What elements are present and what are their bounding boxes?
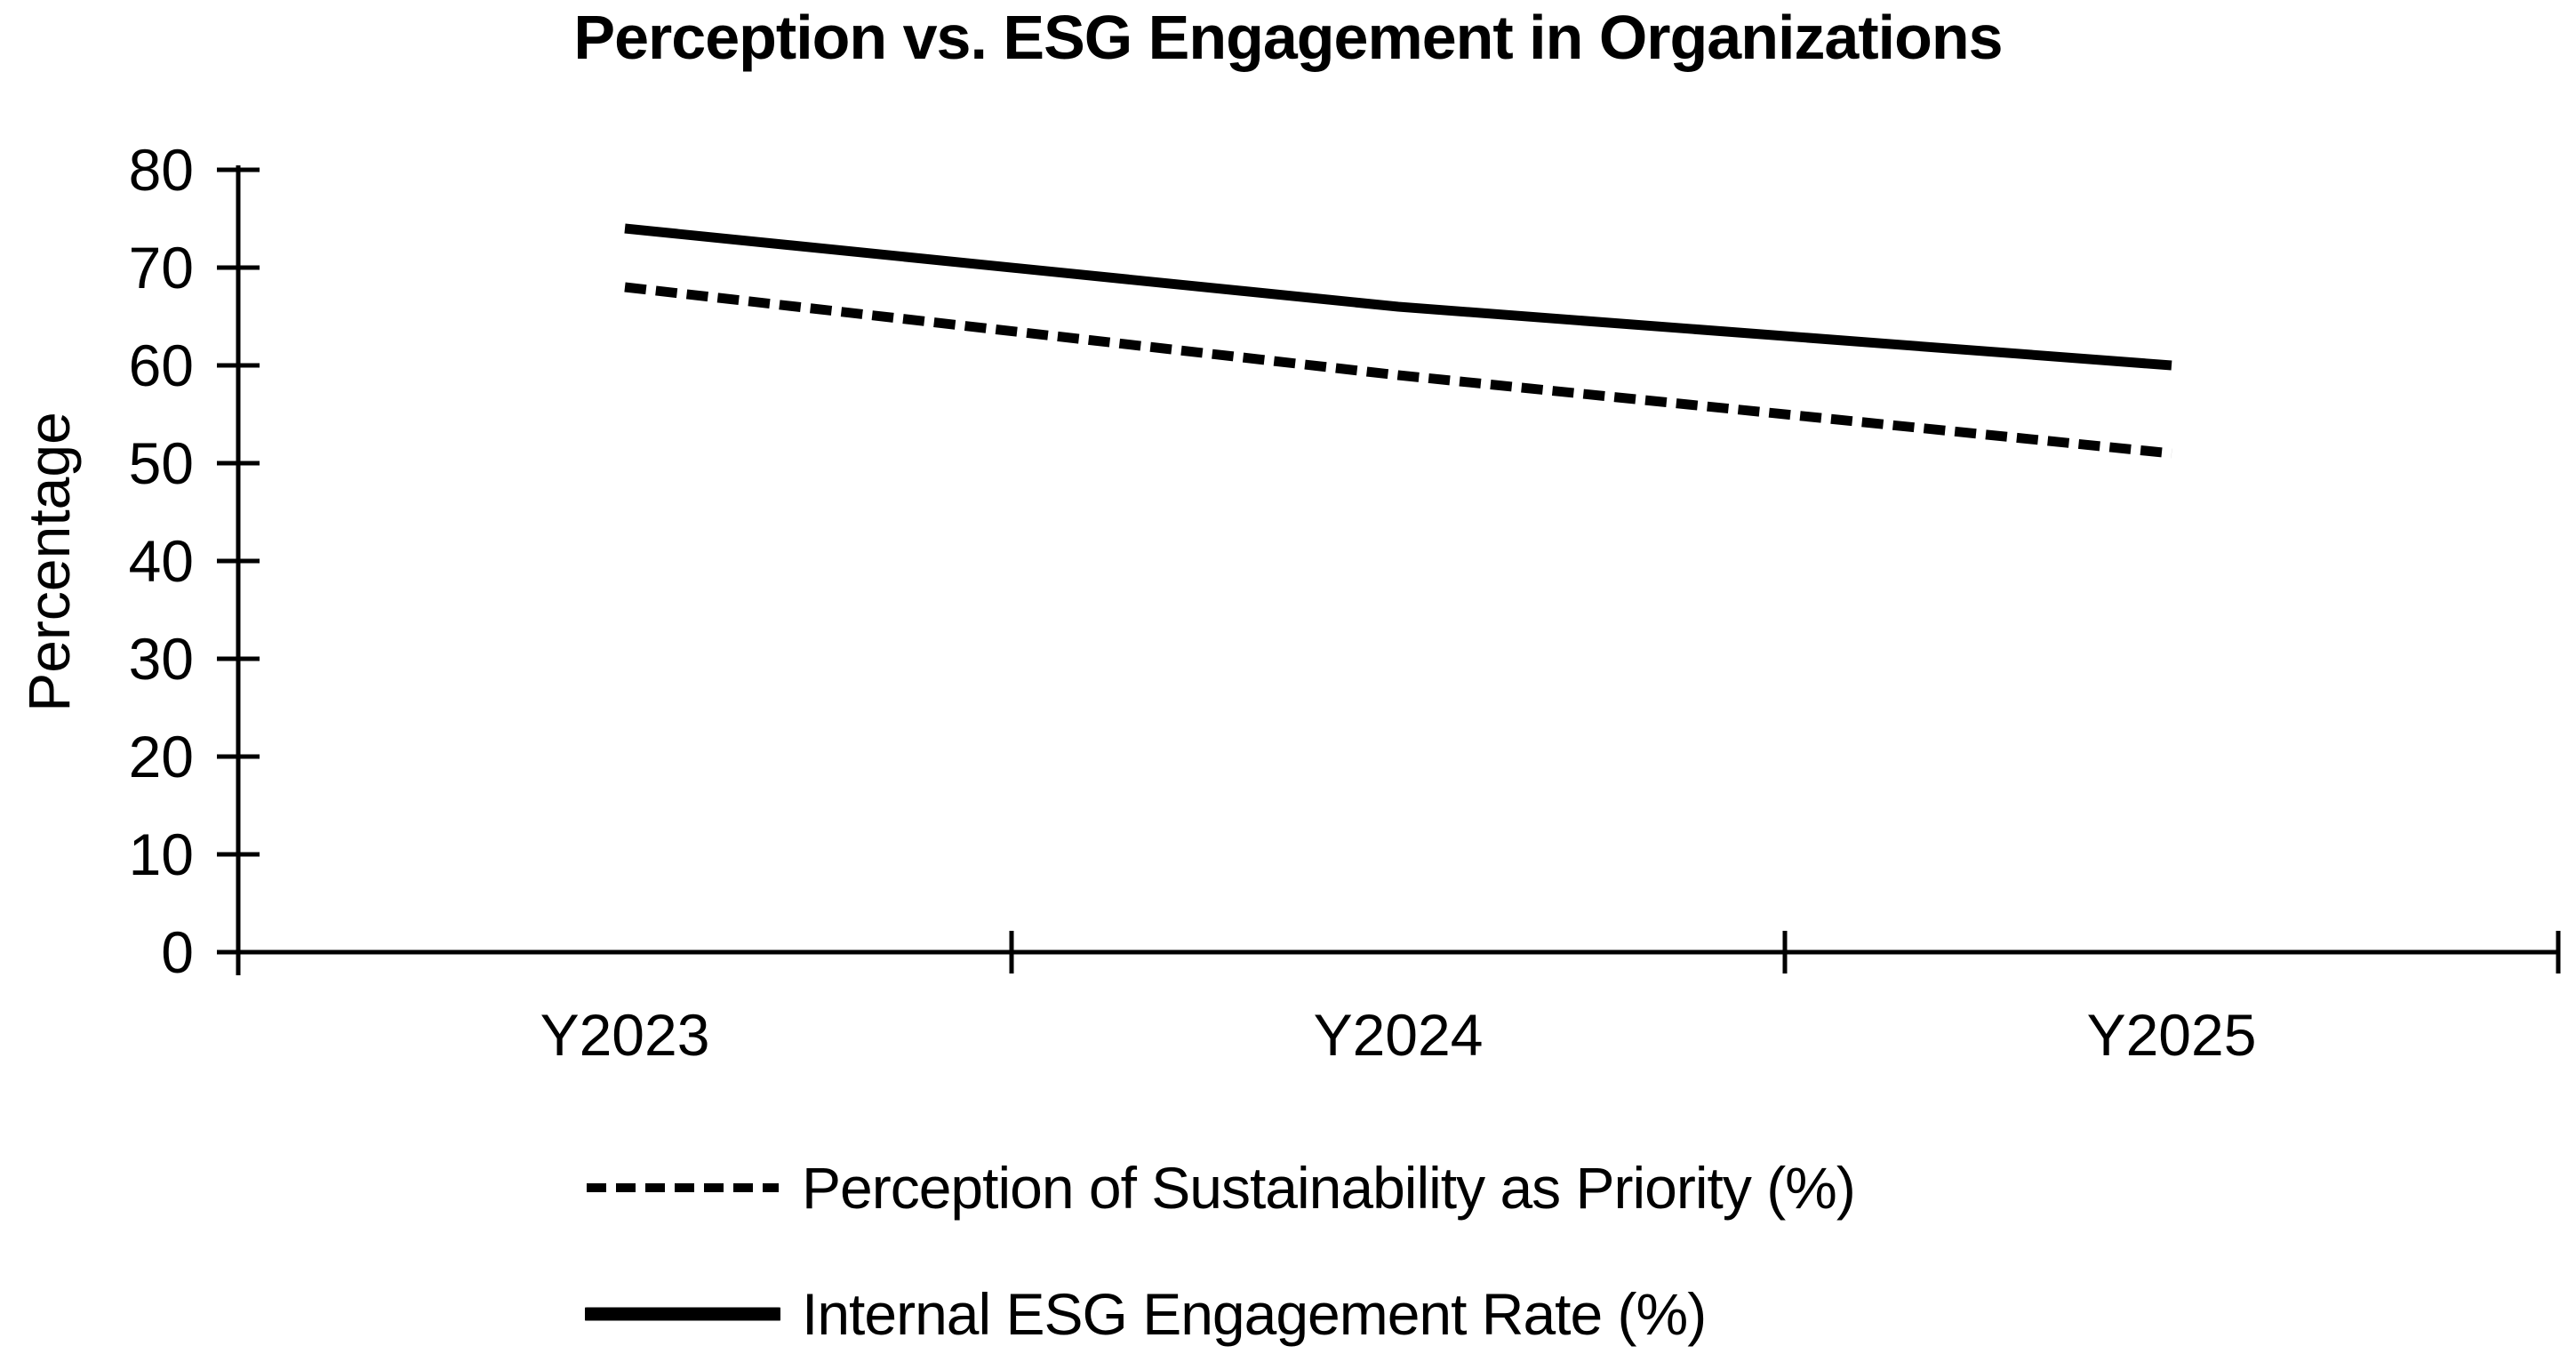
- y-tick-label: 20: [128, 724, 194, 789]
- legend-item-perception: Perception of Sustainability as Priority…: [585, 1138, 1856, 1238]
- legend: Perception of Sustainability as Priority…: [585, 1138, 1856, 1362]
- y-tick-label: 40: [128, 528, 194, 594]
- legend-label-engagement: Internal ESG Engagement Rate (%): [802, 1281, 1707, 1347]
- y-tick-label: 50: [128, 430, 194, 496]
- y-tick-label: 80: [128, 137, 194, 203]
- legend-item-engagement: Internal ESG Engagement Rate (%): [585, 1264, 1855, 1362]
- dashed-line-swatch: [587, 1183, 779, 1192]
- y-tick-label: 60: [128, 332, 194, 398]
- y-tick-label: 10: [128, 821, 194, 887]
- y-tick-label: 0: [161, 919, 194, 985]
- x-category-label: Y2025: [2086, 1002, 2257, 1068]
- x-category-label: Y2023: [540, 1002, 710, 1068]
- legend-label-perception: Perception of Sustainability as Priority…: [802, 1155, 1856, 1221]
- x-category-label: Y2024: [1313, 1002, 1484, 1068]
- solid-line-swatch: [585, 1307, 780, 1321]
- series-line-dashed: [624, 282, 2172, 459]
- series-line-solid: [624, 223, 2172, 371]
- y-tick-label: 30: [128, 626, 194, 692]
- chart-title: Perception vs. ESG Engagement in Organiz…: [573, 3, 2003, 72]
- y-tick-label: 70: [128, 235, 194, 300]
